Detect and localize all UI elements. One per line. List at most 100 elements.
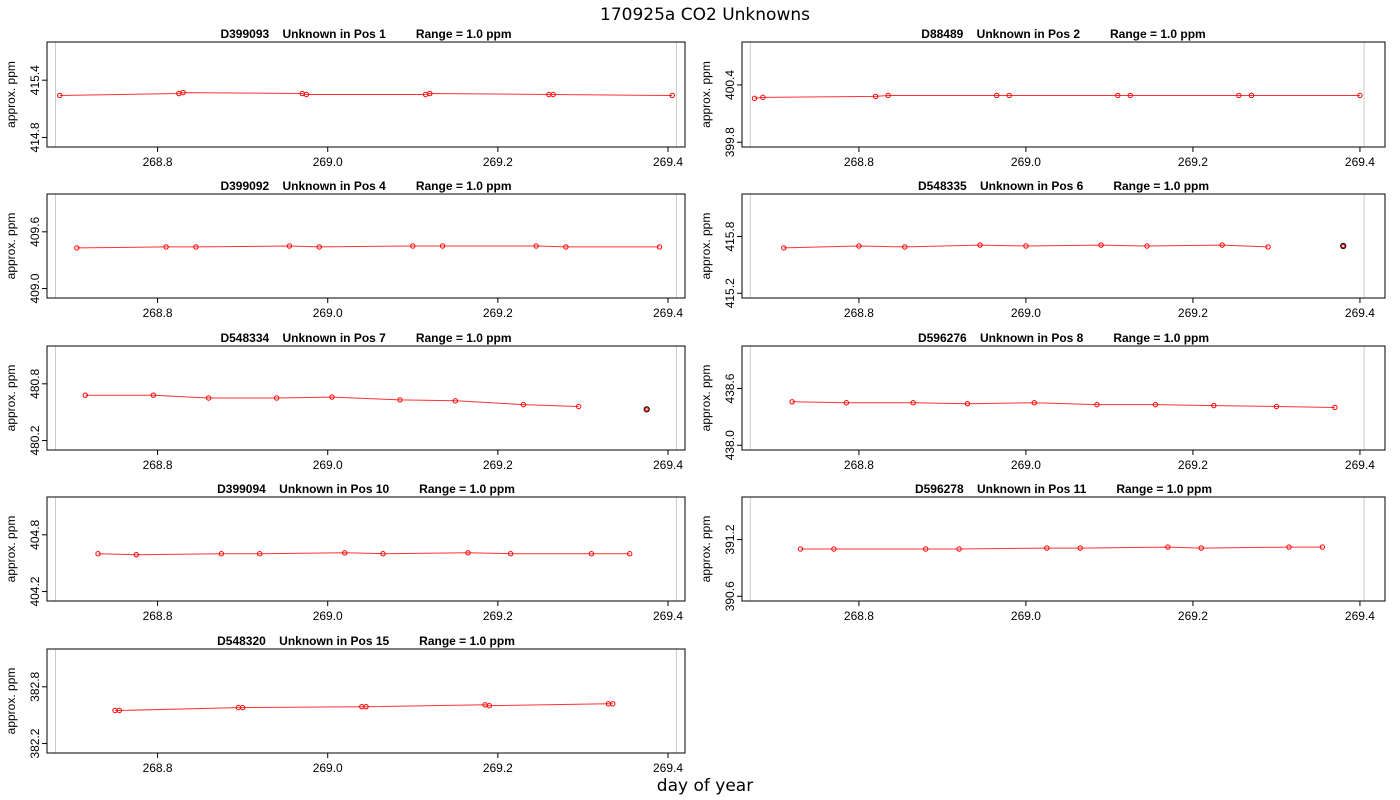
panel-title: D596278 Unknown in Pos 11 Range = 1.0 pp… <box>915 482 1212 496</box>
x-tick-label: 269.4 <box>1345 155 1375 169</box>
series-line <box>792 401 1335 408</box>
x-tick-label: 269.0 <box>313 761 343 775</box>
data-point <box>656 244 663 250</box>
plot-frame <box>741 41 1386 148</box>
y-tick-label: 480.8 <box>28 368 42 398</box>
x-tick-label: 269.0 <box>313 609 343 623</box>
data-point <box>507 551 514 557</box>
y-axis-label: approx. ppm <box>699 213 713 280</box>
panel-5: D548334 Unknown in Pos 7 Range = 1.0 ppm… <box>4 331 686 472</box>
data-point <box>1357 92 1363 99</box>
y-tick-label: 409.0 <box>28 273 42 303</box>
data-point <box>872 93 879 100</box>
x-tick-label: 269.2 <box>483 155 513 169</box>
data-point <box>1219 242 1225 248</box>
y-axis-label: approx. ppm <box>699 61 713 128</box>
panel-title: D88489 Unknown in Pos 2 Range = 1.0 ppm <box>921 27 1205 41</box>
data-point <box>760 94 766 101</box>
x-tick-label: 268.8 <box>143 306 173 320</box>
data-point <box>329 394 335 400</box>
series-line <box>97 552 630 556</box>
data-point <box>1098 242 1104 248</box>
plot-frame <box>46 496 686 602</box>
x-tick-label: 269.4 <box>1345 306 1375 320</box>
x-tick-label: 269.4 <box>1345 458 1375 472</box>
x-tick-label: 269.2 <box>1178 609 1208 623</box>
data-point <box>1144 243 1150 249</box>
data-point <box>303 91 310 98</box>
data-point <box>627 551 633 557</box>
data-point <box>218 551 225 557</box>
series-line <box>85 394 579 407</box>
y-tick-label: 409.6 <box>28 216 42 246</box>
x-tick-label: 268.8 <box>844 609 874 623</box>
data-point <box>1165 544 1171 550</box>
data-point <box>439 243 446 249</box>
data-point <box>57 92 63 99</box>
panel-9: D548320 Unknown in Pos 15 Range = 1.0 pp… <box>4 634 686 775</box>
data-point <box>533 243 539 249</box>
x-tick-label: 269.2 <box>1178 306 1208 320</box>
y-tick-label: 399.8 <box>723 127 737 157</box>
y-tick-label: 404.2 <box>28 576 42 606</box>
y-axis-label: approx. ppm <box>4 516 18 583</box>
data-point <box>180 89 186 96</box>
x-tick-label: 269.4 <box>653 306 683 320</box>
x-tick-label: 269.2 <box>483 458 513 472</box>
data-point <box>910 400 916 406</box>
data-point <box>1286 544 1292 550</box>
data-point <box>977 242 983 248</box>
y-tick-label: 391.2 <box>723 524 737 554</box>
panel-7: D399094 Unknown in Pos 10 Range = 1.0 pp… <box>4 482 686 623</box>
data-point <box>751 95 758 102</box>
panel-title: D399094 Unknown in Pos 10 Range = 1.0 pp… <box>217 482 515 496</box>
data-point <box>797 546 804 552</box>
data-point <box>902 244 908 250</box>
x-tick-label: 269.4 <box>653 609 683 623</box>
data-point <box>563 244 569 250</box>
panel-6: D596276 Unknown in Pos 8 Range = 1.0 ppm… <box>699 331 1386 472</box>
data-point <box>1265 244 1271 250</box>
data-point <box>843 400 850 406</box>
series-line <box>76 245 660 249</box>
data-point <box>885 92 891 99</box>
figure-title: 170925a CO2 Unknowns <box>600 5 810 25</box>
data-point <box>427 90 433 97</box>
y-tick-label: 438.0 <box>723 430 737 460</box>
data-point <box>1127 92 1134 99</box>
y-tick-label: 415.8 <box>723 221 737 251</box>
data-point <box>363 703 369 710</box>
data-point <box>575 403 582 410</box>
plot-frame <box>46 193 686 299</box>
data-point <box>520 401 527 408</box>
x-tick-label: 269.0 <box>1011 306 1041 320</box>
data-point <box>781 245 787 251</box>
plot-frame <box>741 496 1386 602</box>
x-tick-label: 268.8 <box>844 458 874 472</box>
data-point <box>239 704 246 711</box>
data-point <box>1152 401 1159 408</box>
x-tick-label: 268.8 <box>143 155 173 169</box>
data-point <box>273 395 280 401</box>
data-point <box>831 546 837 552</box>
panel-title: D399092 Unknown in Pos 4 Range = 1.0 ppm <box>220 179 511 193</box>
data-point <box>964 400 971 407</box>
plot-frame <box>741 345 1386 451</box>
data-point <box>205 395 212 401</box>
data-point <box>1044 545 1050 551</box>
panel-title: D548335 Unknown in Pos 6 Range = 1.0 ppm <box>918 179 1209 193</box>
data-point <box>150 392 157 398</box>
data-point <box>452 398 459 404</box>
data-point <box>1198 545 1204 551</box>
series-line <box>59 92 673 96</box>
x-tick-label: 269.4 <box>653 761 683 775</box>
plot-frame <box>46 345 686 451</box>
panels-container: D399093 Unknown in Pos 1 Range = 1.0 ppm… <box>4 27 1386 775</box>
data-point <box>82 392 88 398</box>
data-point <box>956 546 962 552</box>
data-point <box>74 245 80 251</box>
x-tick-label: 269.2 <box>483 609 513 623</box>
outlier-point <box>1341 243 1346 249</box>
x-tick-label: 269.0 <box>1011 458 1041 472</box>
y-tick-label: 390.6 <box>723 581 737 611</box>
